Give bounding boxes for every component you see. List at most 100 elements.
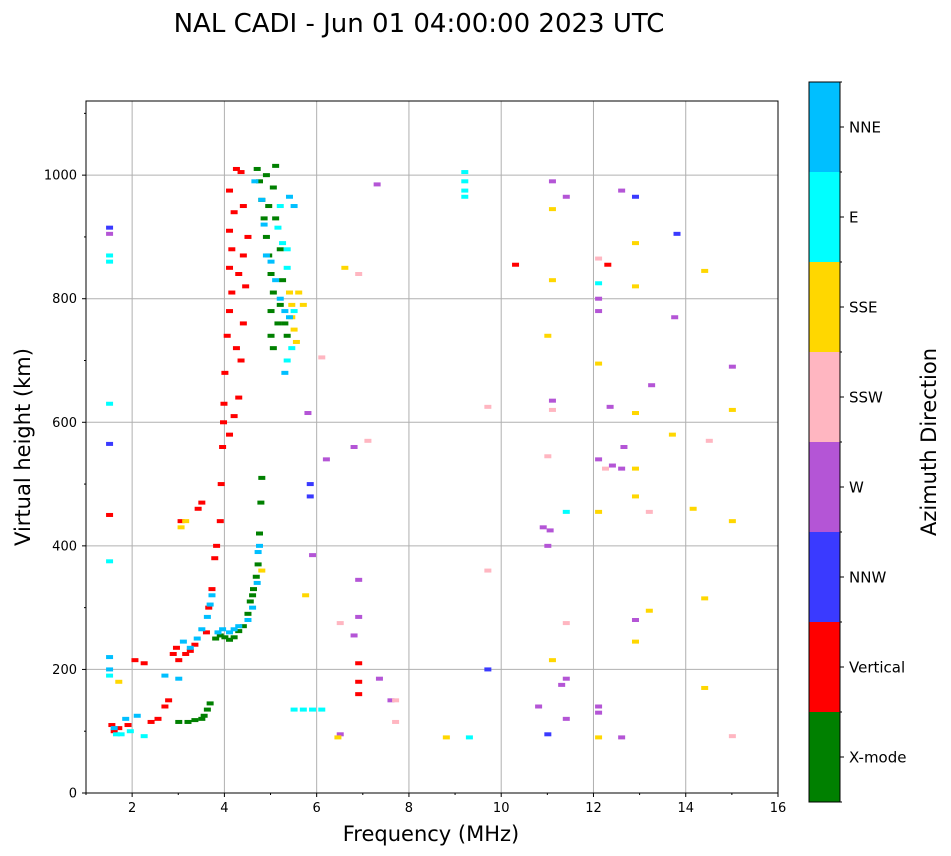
data-point [216,519,224,524]
data-point [258,568,266,573]
data-point [186,648,194,653]
data-point [539,525,547,530]
data-point [274,225,282,230]
data-point [106,655,114,660]
data-point [140,661,148,666]
data-point [350,633,358,638]
data-point [701,596,709,601]
data-point [668,432,676,437]
data-point [618,466,626,471]
colorbar-label: SSW [849,389,883,407]
data-point [562,621,570,626]
data-point [194,506,202,511]
data-point [200,713,208,718]
data-point [235,272,243,276]
data-point [232,346,240,351]
data-point [461,170,469,175]
data-point [219,627,227,632]
data-point [336,732,344,737]
data-point [302,593,310,598]
data-point [203,707,211,712]
data-point [701,268,709,273]
data-point [226,188,234,193]
data-point [223,333,231,338]
data-point [484,568,492,573]
data-point [256,179,263,184]
data-point [239,204,247,209]
data-point [251,179,259,184]
data-point [208,593,216,598]
y-tick-label: 200 [52,663,77,678]
data-point [269,346,277,351]
data-point [230,627,238,632]
data-point [375,676,383,681]
data-point [140,734,148,739]
data-point [198,627,206,632]
data-point [602,466,609,471]
data-point [177,525,185,530]
data-point [306,494,314,499]
colorbar-segment [809,172,840,262]
data-point [631,411,639,416]
data-point [322,457,330,462]
data-point [242,284,250,289]
data-point [265,204,273,209]
data-point [548,398,556,403]
data-point [595,296,603,301]
series-nne [106,179,298,731]
data-point [133,713,141,718]
data-point [309,553,317,558]
data-point [115,726,123,731]
data-point [276,204,284,209]
data-point [392,719,400,724]
data-point [728,519,736,524]
data-point [484,667,492,672]
data-point [309,707,317,712]
data-point [175,719,183,724]
colorbar-frame [808,81,841,803]
data-point [595,509,603,514]
series-ssw [318,256,736,739]
data-point [219,445,227,449]
data-point [283,358,291,363]
colorbar-label: X-mode [849,749,906,767]
data-point [671,315,679,320]
data-point [230,414,238,419]
data-point [373,182,381,187]
data-point [226,265,234,270]
data-point [106,667,114,672]
data-point [250,587,258,592]
data-point [239,321,247,326]
data-point [256,531,263,536]
data-point [318,355,326,360]
data-point [290,327,298,332]
data-point [562,716,570,721]
data-point [728,364,736,369]
data-point [213,543,221,548]
data-point [548,658,556,663]
colorbar-label: E [849,209,858,227]
data-point [299,707,307,712]
data-point [124,723,132,728]
data-point [620,445,628,449]
data-point [272,278,280,283]
data-point [648,383,656,388]
data-point [595,281,603,286]
data-point [631,241,639,246]
y-tick-label: 1000 [44,169,77,184]
data-point [295,290,303,295]
data-point [226,432,234,437]
data-point [206,602,214,607]
data-point [235,395,243,400]
data-point [283,247,291,252]
data-point [608,463,616,468]
data-point [279,241,287,246]
data-point [544,732,552,737]
data-point [544,454,552,459]
data-point [115,679,123,684]
data-point [355,272,363,276]
colorbar-label: NNE [849,119,881,137]
colorbar-label: SSE [849,299,878,317]
y-tick-label: 600 [52,416,77,431]
data-point [175,676,183,681]
